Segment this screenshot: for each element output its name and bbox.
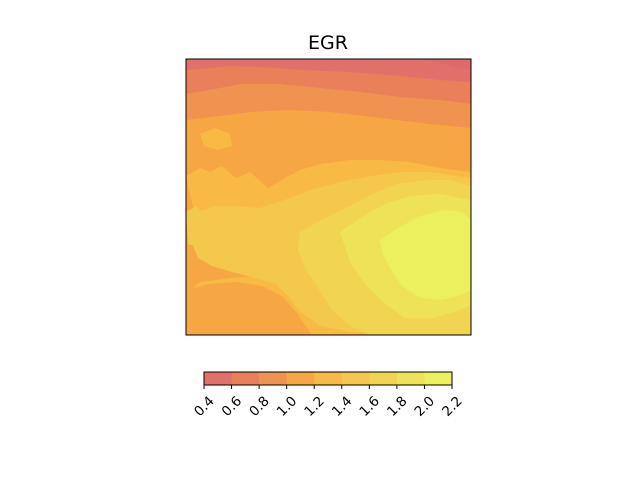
colorbar-tick-label: 0.6	[219, 393, 246, 420]
plot-frame	[185, 58, 472, 336]
colorbar-tick-label: 2.2	[439, 393, 466, 420]
colorbar-tick-label: 0.4	[191, 393, 218, 420]
contour-plot-area	[186, 59, 471, 335]
colorbar-band-8	[396, 372, 425, 385]
colorbar-band-9	[424, 372, 453, 385]
colorbar-tick-label: 1.6	[356, 393, 383, 420]
colorbar-bands	[204, 372, 453, 385]
contour-band-level-0.6	[186, 59, 471, 82]
colorbar-tick-label: 1.2	[301, 393, 328, 420]
contour-band-bottom-left	[186, 282, 312, 335]
colorbar-band-1	[204, 372, 233, 385]
colorbar-band-5	[314, 372, 343, 385]
colorbar: 0.4 0.6 0.8 1.0 1.2 1.4 1.6 1.8 2.0 2.2	[191, 371, 466, 420]
colorbar-tick-labels: 0.4 0.6 0.8 1.0 1.2 1.4 1.6 1.8 2.0 2.2	[191, 393, 466, 420]
contour-patch-upper-left	[200, 128, 232, 150]
contour-patch-left	[186, 206, 208, 246]
colorbar-band-2	[231, 372, 260, 385]
colorbar-tick-label: 0.8	[246, 393, 273, 420]
colorbar-tick-label: 1.0	[274, 393, 301, 420]
colorbar-ticks	[203, 385, 453, 389]
colorbar-frame	[203, 371, 453, 386]
colorbar-tick-label: 1.8	[384, 393, 411, 420]
chart-title: EGR	[308, 32, 348, 54]
contour-band-level-0.4	[420, 59, 471, 70]
colorbar-tick-label: 1.4	[329, 393, 356, 420]
colorbar-band-6	[341, 372, 370, 385]
contour-band-level-2.0	[380, 210, 471, 300]
colorbar-band-7	[369, 372, 398, 385]
colorbar-band-4	[286, 372, 315, 385]
colorbar-band-3	[259, 372, 288, 385]
colorbar-tick-label: 2.0	[412, 393, 439, 420]
